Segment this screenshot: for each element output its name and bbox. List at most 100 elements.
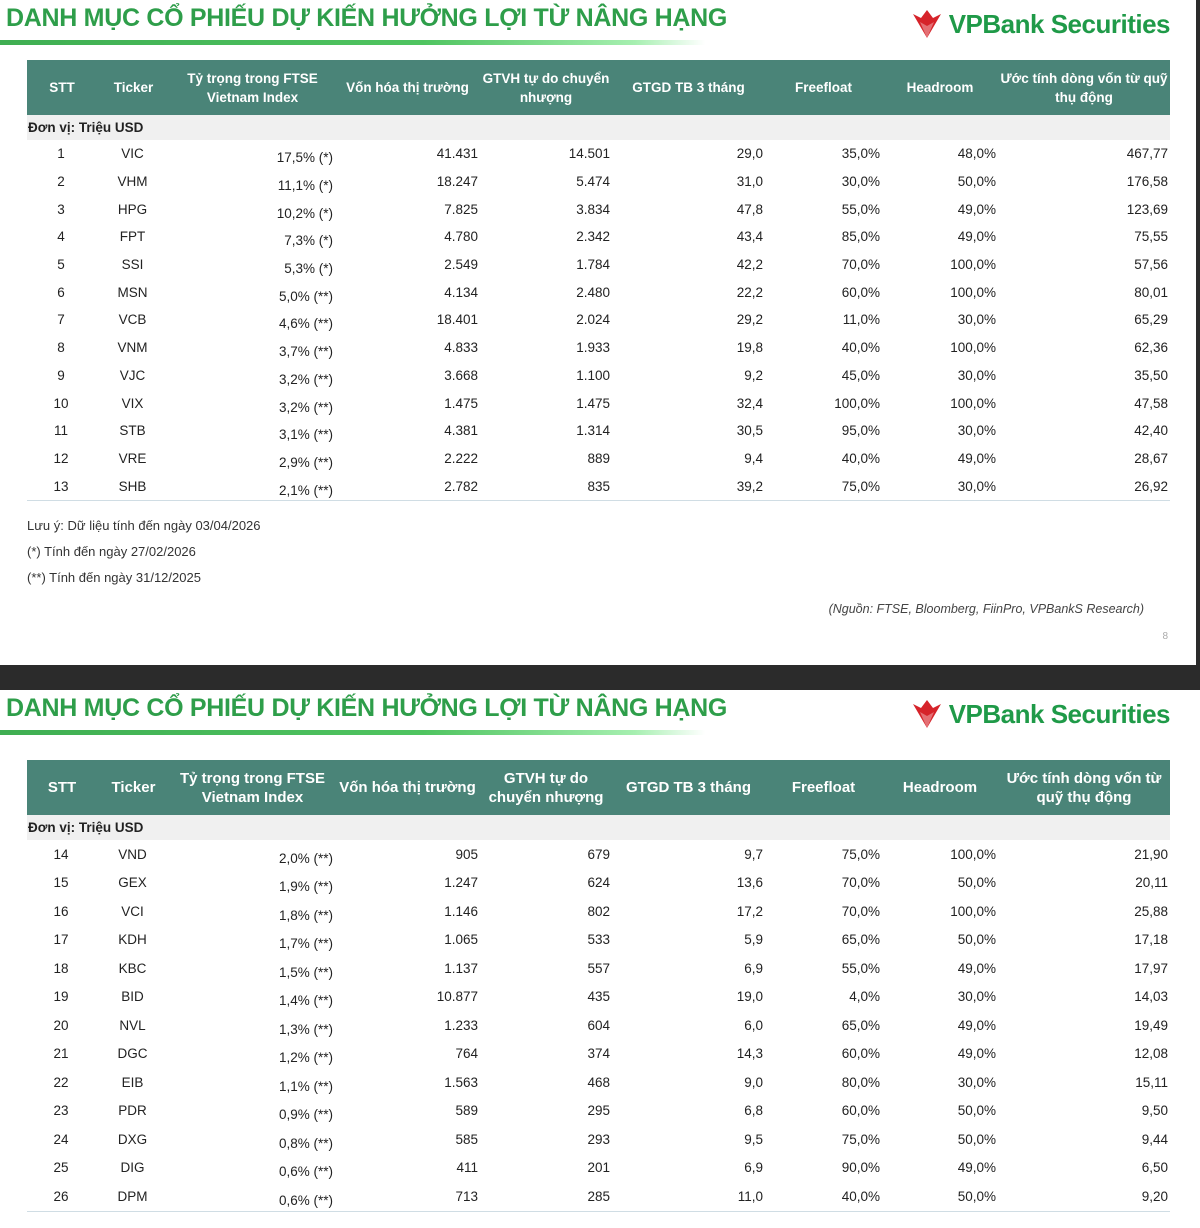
cell-ftse-weight: 1,8% (**) <box>278 907 333 923</box>
cell-free-float-cap: 835 <box>587 478 610 494</box>
cell-avg-trading-value: 17,2 <box>736 903 763 919</box>
cell-passive-inflow: 42,40 <box>1134 423 1168 439</box>
cell-headroom: 100,0% <box>950 340 996 356</box>
cell-market-cap: 1.247 <box>444 875 478 891</box>
cell-passive-inflow: 6,50 <box>1141 1160 1168 1176</box>
unit-label: Đơn vị: Triệu USD <box>27 815 1170 840</box>
cell-headroom: 49,0% <box>957 960 996 976</box>
table-bottom-line <box>27 1210 1170 1212</box>
cell-ftse-weight: 1,9% (**) <box>278 879 333 895</box>
cell-headroom: 48,0% <box>957 146 996 162</box>
cell-avg-trading-value: 32,4 <box>736 395 763 411</box>
page-1: DANH MỤC CỔ PHIẾU DỰ KIẾN HƯỞNG LỢI TỪ N… <box>0 4 1171 642</box>
cell-market-cap: 589 <box>455 1103 478 1119</box>
cell-ftse-weight: 3,7% (**) <box>278 344 333 360</box>
cell-freefloat: 70,0% <box>841 257 880 273</box>
viewer-edge <box>1196 0 1200 665</box>
table-header: STT Ticker Tỷ trọng trong FTSE Vietnam Ind… <box>27 760 1170 815</box>
cell-ftse-weight: 1,5% (**) <box>278 964 333 980</box>
cell-ticker: DPM <box>117 1188 148 1204</box>
table-row: 2 VHM 11,1% (*) 18.247 5.474 31,0 30,0% 50,0% 17… <box>27 168 1170 196</box>
cell-passive-inflow: 17,18 <box>1134 932 1168 948</box>
cell-market-cap: 7.825 <box>444 201 478 217</box>
cell-ftse-weight: 1,1% (**) <box>278 1078 333 1094</box>
cell-stt: 20 <box>53 1017 69 1033</box>
vpbank-logo: VPBank Securities <box>909 698 1171 730</box>
cell-market-cap: 1.233 <box>444 1017 478 1033</box>
cell-avg-trading-value: 9,4 <box>744 450 763 466</box>
cell-stt: 11 <box>53 423 68 439</box>
cell-stt: 13 <box>53 478 69 494</box>
cell-headroom: 100,0% <box>950 257 996 273</box>
table-row: 9 VJC 3,2% (**) 3.668 1.100 9,2 45,0% 30,0% 35,5… <box>27 362 1170 390</box>
vpbank-flower-icon <box>912 10 941 38</box>
cell-free-float-cap: 1.314 <box>576 423 610 439</box>
cell-ticker: VIX <box>121 395 144 411</box>
cell-ticker: SSI <box>121 257 144 273</box>
title-underline <box>0 730 705 735</box>
cell-free-float-cap: 1.100 <box>576 367 610 383</box>
cell-stt: 10 <box>53 395 69 411</box>
cell-free-float-cap: 533 <box>587 932 610 948</box>
cell-stt: 8 <box>57 340 65 356</box>
cell-freefloat: 55,0% <box>841 960 880 976</box>
cell-stt: 9 <box>57 367 65 383</box>
note-double-star: (**) Tính đến ngày 31/12/2025 <box>27 570 201 585</box>
cell-free-float-cap: 1.475 <box>576 395 610 411</box>
cell-passive-inflow: 75,55 <box>1134 229 1168 245</box>
source-note: (Nguồn: FTSE, Bloomberg, FiinPro, VPBank… <box>828 602 1144 616</box>
cell-ticker: KBC <box>118 960 147 976</box>
cell-ftse-weight: 10,2% (*) <box>276 205 333 221</box>
cell-freefloat: 85,0% <box>841 229 880 245</box>
col-header-ftse-weight: Tỷ trọng trong FTSE Vietnam Index <box>187 70 318 105</box>
cell-ftse-weight: 7,3% (*) <box>284 233 333 249</box>
cell-headroom: 100,0% <box>950 395 996 411</box>
col-header-stt: STT <box>47 779 77 796</box>
cell-ticker: DGC <box>117 1046 148 1062</box>
cell-freefloat: 70,0% <box>841 875 880 891</box>
cell-headroom: 50,0% <box>957 875 996 891</box>
cell-passive-inflow: 25,88 <box>1134 903 1168 919</box>
cell-free-float-cap: 374 <box>587 1046 610 1062</box>
cell-passive-inflow: 26,92 <box>1134 478 1168 494</box>
vpbank-logo: VPBank Securities <box>909 8 1171 40</box>
cell-stt: 16 <box>53 903 69 919</box>
cell-passive-inflow: 35,50 <box>1134 367 1168 383</box>
cell-avg-trading-value: 9,0 <box>744 1074 763 1090</box>
cell-market-cap: 4.833 <box>444 340 478 356</box>
cell-headroom: 49,0% <box>957 1046 996 1062</box>
table-row: 17 KDH 1,7% (**) 1.065 533 5,9 65,0% 50,0% 17,18 <box>27 926 1170 955</box>
cell-ticker: NVL <box>119 1017 146 1033</box>
col-header-avg-trading-value: GTGD TB 3 tháng <box>632 80 745 95</box>
table-row: 13 SHB 2,1% (**) 2.782 835 39,2 75,0% 30,0% 26,9… <box>27 472 1170 500</box>
cell-market-cap: 10.877 <box>436 989 478 1005</box>
cell-passive-inflow: 21,90 <box>1134 846 1168 862</box>
table-bottom-line <box>27 499 1170 501</box>
cell-stt: 18 <box>53 960 69 976</box>
cell-avg-trading-value: 6,0 <box>744 1017 763 1033</box>
cell-free-float-cap: 285 <box>587 1188 610 1204</box>
cell-free-float-cap: 293 <box>587 1131 610 1147</box>
cell-stt: 19 <box>53 989 69 1005</box>
page-title: DANH MỤC CỔ PHIẾU DỰ KIẾN HƯỞNG LỢI TỪ N… <box>6 4 728 32</box>
cell-free-float-cap: 2.342 <box>576 229 610 245</box>
cell-ftse-weight: 2,1% (**) <box>278 482 333 498</box>
cell-passive-inflow: 65,29 <box>1134 312 1168 328</box>
cell-passive-inflow: 80,01 <box>1134 284 1168 300</box>
cell-headroom: 30,0% <box>957 989 996 1005</box>
cell-ticker: STB <box>119 423 146 439</box>
cell-ticker: VCI <box>121 903 144 919</box>
cell-stt: 2 <box>57 174 65 190</box>
cell-avg-trading-value: 6,9 <box>744 1160 763 1176</box>
cell-headroom: 100,0% <box>950 903 996 919</box>
table-row: 20 NVL 1,3% (**) 1.233 604 6,0 65,0% 49,0% 19,49 <box>27 1011 1170 1040</box>
cell-market-cap: 411 <box>456 1160 478 1176</box>
col-header-free-float-cap: GTVH tự do chuyển nhượng <box>482 70 610 105</box>
table-row: 24 DXG 0,8% (**) 585 293 9,5 75,0% 50,0% 9,44 <box>27 1125 1170 1154</box>
cell-passive-inflow: 9,20 <box>1141 1188 1168 1204</box>
table-header: STT Ticker Tỷ trọng trong FTSE Vietnam Ind… <box>27 60 1170 115</box>
cell-headroom: 30,0% <box>957 312 996 328</box>
cell-freefloat: 60,0% <box>841 1046 880 1062</box>
cell-passive-inflow: 57,56 <box>1134 257 1168 273</box>
cell-ticker: KDH <box>118 932 147 948</box>
